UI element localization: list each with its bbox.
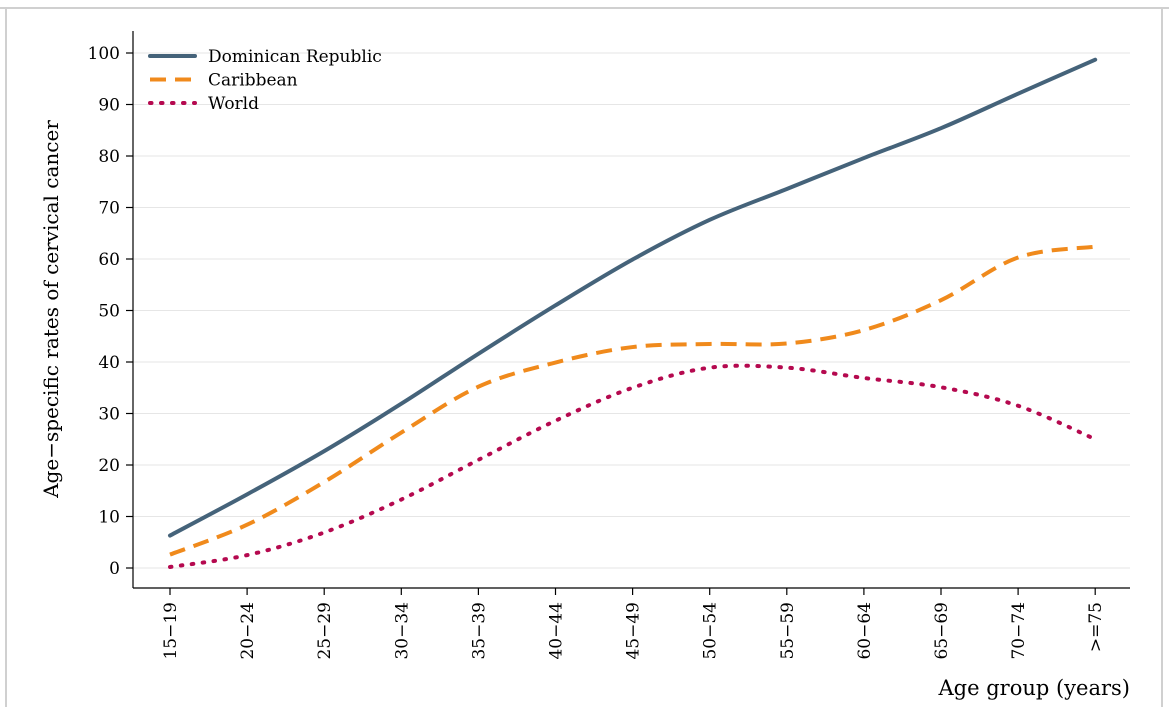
y-tick-label: 30 [98,405,120,425]
y-axis-label: Age−specific rates of cervical cancer [39,120,63,499]
x-tick-label: 35−39 [469,602,489,660]
x-tick-label: 65−69 [932,602,952,660]
x-tick-label: 15−19 [161,602,181,660]
y-tick-label: 10 [98,508,120,528]
y-tick-label: 60 [98,250,120,270]
x-tick-label: 30−34 [392,602,412,660]
series-line-2 [169,244,1096,557]
x-tick-label: 25−29 [315,602,335,660]
y-tick-label: 70 [98,199,120,219]
frame-border [0,7,1169,707]
legend-label: Dominican Republic [208,47,382,67]
axes [132,31,1130,589]
y-tick-label: 80 [98,147,120,167]
x-tick-label: 70−74 [1009,602,1029,660]
y-ticks: 0 10 20 30 40 50 60 70 80 90 100 [88,44,133,579]
x-axis-label: Age group (years) [938,676,1131,700]
legend: Dominican Republic Caribbean World [148,47,382,114]
y-tick-label: 50 [98,302,120,322]
y-tick-label: 20 [98,456,120,476]
legend-label: World [208,94,259,114]
x-tick-label: 40−44 [547,602,567,660]
x-tick-label: >=75 [1086,602,1106,652]
x-tick-label: 45−49 [624,602,644,660]
y-tick-label: 0 [109,559,120,579]
y-tick-label: 40 [98,353,120,373]
series-line-3 [168,363,1098,569]
x-tick-label: 60−64 [855,602,875,660]
series-line-1 [168,57,1098,538]
x-tick-label: 50−54 [701,602,721,660]
y-tick-label: 100 [88,44,120,64]
x-tick-label: 55−59 [778,602,798,660]
series-lines [168,57,1098,569]
x-tick-label: 20−24 [238,602,258,660]
legend-label: Caribbean [208,71,298,91]
x-ticks: 15−19 20−24 25−29 30−34 35−39 40−44 45−49 50−54… [161,588,1106,660]
y-tick-label: 90 [98,96,120,116]
